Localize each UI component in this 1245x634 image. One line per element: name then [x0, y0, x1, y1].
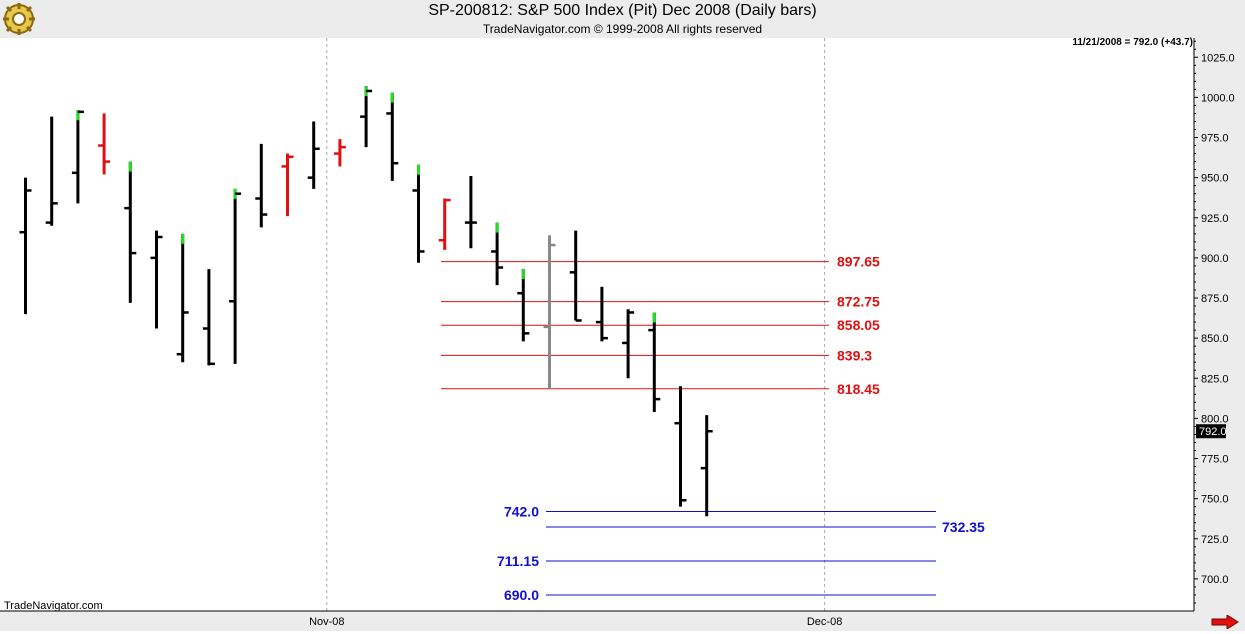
ohlc-bar — [648, 312, 661, 412]
y-tick-label: 725.0 — [1201, 534, 1229, 546]
ohlc-bar — [307, 121, 320, 189]
y-tick-label: 775.0 — [1201, 454, 1229, 466]
ohlc-bar — [19, 177, 32, 315]
ohlc-bar — [229, 188, 242, 364]
ohlc-bar — [674, 386, 687, 507]
ohlc-bar — [517, 269, 530, 342]
scroll-right-arrow-icon[interactable] — [1211, 614, 1239, 630]
ohlc-bar — [700, 415, 713, 517]
support-label: 711.15 — [497, 553, 539, 569]
plot-area — [0, 38, 1194, 611]
ohlc-bar — [464, 176, 477, 249]
ohlc-bar — [255, 143, 268, 228]
y-tick-label: 850.0 — [1201, 333, 1229, 345]
resistance-label: 872.75 — [837, 294, 880, 310]
resistance-label: 897.65 — [837, 254, 880, 270]
support-label: 732.35 — [942, 519, 985, 535]
ohlc-bar — [543, 235, 556, 390]
ohlc-bar — [622, 309, 635, 379]
ohlc-bar — [491, 222, 504, 286]
ohlc-bar — [569, 230, 582, 322]
y-tick-label: 800.0 — [1201, 413, 1229, 425]
ohlc-bar — [412, 164, 425, 263]
ohlc-bar — [150, 230, 163, 329]
y-tick-label: 950.0 — [1201, 173, 1229, 185]
ohlc-bar — [360, 86, 373, 148]
last-price-info: 11/21/2008 = 792.0 (+43.7) — [1072, 37, 1193, 48]
y-tick-label: 1000.0 — [1201, 92, 1235, 104]
ohlc-bar — [595, 286, 608, 342]
resistance-label: 839.3 — [837, 347, 872, 363]
y-tick-label: 1025.0 — [1201, 52, 1235, 64]
ohlc-bar — [438, 198, 451, 250]
ohlc-bar — [386, 92, 399, 181]
x-tick-label: Nov-08 — [309, 616, 344, 628]
ohlc-bar — [124, 161, 137, 303]
support-label: 690.0 — [504, 587, 539, 603]
y-tick-label: 875.0 — [1201, 293, 1229, 305]
y-tick-label: 750.0 — [1201, 494, 1229, 506]
last-price-marker — [1196, 424, 1226, 439]
ohlc-bar — [202, 269, 215, 366]
tradenavigator-logo — [2, 2, 36, 36]
y-tick-label: 975.0 — [1201, 133, 1229, 145]
ohlc-bar — [45, 116, 58, 226]
support-label: 742.0 — [504, 503, 539, 519]
ohlc-bar — [176, 233, 189, 363]
y-tick-label: 900.0 — [1201, 253, 1229, 265]
y-tick-label: 925.0 — [1201, 213, 1229, 225]
last-price-label: 792.0 — [1199, 426, 1227, 438]
ohlc-bar — [71, 110, 84, 204]
ohlc-bar — [333, 139, 346, 167]
ohlc-bar — [98, 113, 111, 175]
watermark-text: TradeNavigator.com — [4, 600, 103, 612]
ohlc-bar — [281, 153, 294, 217]
resistance-label: 818.45 — [837, 381, 880, 397]
x-tick-label: Dec-08 — [807, 616, 842, 628]
y-tick-label: 825.0 — [1201, 373, 1229, 385]
y-tick-label: 700.0 — [1201, 574, 1229, 586]
chart-copyright: TradeNavigator.com © 1999-2008 All right… — [482, 22, 763, 36]
resistance-label: 858.05 — [837, 317, 880, 333]
chart-title: SP-200812: S&P 500 Index (Pit) Dec 2008 … — [428, 2, 817, 19]
